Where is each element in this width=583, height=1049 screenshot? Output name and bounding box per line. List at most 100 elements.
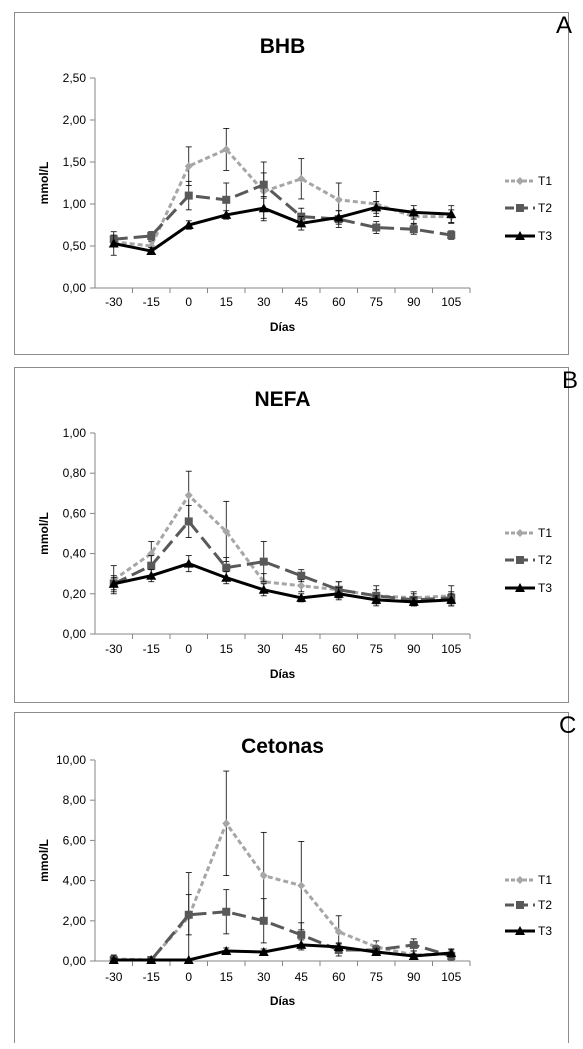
chart-title: Cetonas bbox=[241, 735, 324, 758]
series-t1 bbox=[109, 470, 456, 607]
series-t3 bbox=[108, 939, 457, 964]
y-tick-label: 10,00 bbox=[56, 753, 86, 767]
chart-cetonas: Cetonas 0,00 2,00 4,00 6,00 8,00 10,00 -30 -15 0 1… bbox=[37, 735, 552, 1008]
x-tick-label: 105 bbox=[441, 970, 461, 984]
x-tick-label: 90 bbox=[407, 970, 421, 984]
series-t3 bbox=[108, 555, 457, 607]
series-line bbox=[113, 519, 452, 602]
data-point bbox=[259, 180, 268, 189]
series-line bbox=[113, 182, 452, 241]
x-tick-label: 45 bbox=[295, 642, 309, 656]
data-point bbox=[183, 954, 194, 964]
legend-label: T3 bbox=[538, 924, 552, 938]
data-point bbox=[259, 557, 268, 566]
panel-letter-c: C bbox=[559, 712, 577, 739]
legend-marker bbox=[515, 926, 525, 935]
data-point bbox=[297, 881, 306, 890]
y-tick-label: 2,50 bbox=[63, 71, 87, 85]
y-tick-label: 8,00 bbox=[63, 793, 87, 807]
data-point bbox=[184, 191, 193, 200]
data-point bbox=[258, 203, 269, 213]
y-tick-label: 0,00 bbox=[63, 281, 87, 295]
series-line bbox=[113, 562, 452, 604]
data-point bbox=[146, 954, 157, 964]
y-tick-label: 0,20 bbox=[63, 587, 87, 601]
chart-panel-b: B NEFA 0,00 0,20 0,40 0,60 0,80 1,00 -30 -15 0 15 3… bbox=[14, 367, 578, 703]
x-tick-label: 30 bbox=[257, 295, 271, 309]
data-point bbox=[147, 231, 156, 240]
series-t3 bbox=[108, 197, 457, 256]
chart-title: NEFA bbox=[254, 388, 310, 411]
y-tick-label: 1,00 bbox=[63, 197, 87, 211]
data-point bbox=[222, 527, 231, 536]
x-tick-label: -15 bbox=[143, 295, 161, 309]
y-tick-label: 1,00 bbox=[63, 426, 87, 440]
legend-label: T1 bbox=[538, 174, 552, 188]
x-tick-label: 60 bbox=[332, 970, 346, 984]
series-t2 bbox=[109, 504, 456, 607]
data-point bbox=[108, 238, 119, 248]
data-point bbox=[222, 195, 231, 204]
x-axis-label: Días bbox=[270, 994, 296, 1008]
data-point bbox=[334, 195, 343, 204]
series-t1 bbox=[109, 770, 456, 964]
x-tick-label: -30 bbox=[105, 642, 123, 656]
x-tick-label: 60 bbox=[332, 642, 346, 656]
data-point bbox=[446, 209, 457, 219]
legend-label: T3 bbox=[538, 229, 552, 243]
series-line bbox=[113, 910, 452, 962]
data-point bbox=[146, 570, 157, 580]
panel-letter-b: B bbox=[562, 367, 579, 394]
y-axis-label: mmol/L bbox=[37, 512, 51, 555]
x-tick-label: 45 bbox=[295, 970, 309, 984]
x-tick-label: -15 bbox=[143, 970, 161, 984]
data-point bbox=[221, 572, 232, 582]
y-tick-label: 0,50 bbox=[63, 239, 87, 253]
legend-marker bbox=[516, 901, 524, 909]
data-point bbox=[334, 927, 343, 936]
data-point bbox=[184, 162, 193, 171]
data-point bbox=[259, 916, 268, 925]
data-point bbox=[447, 231, 456, 240]
series-line bbox=[113, 205, 452, 253]
legend-marker bbox=[516, 204, 524, 212]
x-tick-label: 90 bbox=[407, 642, 421, 656]
data-point bbox=[408, 596, 419, 606]
legend-label: T3 bbox=[538, 581, 552, 595]
data-point bbox=[183, 220, 194, 229]
legend-label: T2 bbox=[538, 201, 552, 215]
legend-label: T2 bbox=[538, 553, 552, 567]
data-point bbox=[222, 819, 231, 828]
data-point bbox=[408, 950, 419, 960]
data-point bbox=[297, 581, 306, 590]
panel-letter-a: A bbox=[556, 12, 573, 39]
chart-nefa: NEFA 0,00 0,20 0,40 0,60 0,80 1,00 -30 -15 0 15 30 4… bbox=[37, 388, 552, 681]
x-tick-label: 75 bbox=[370, 970, 384, 984]
legend-label: T1 bbox=[538, 873, 552, 887]
x-axis-label: Días bbox=[270, 667, 296, 681]
y-tick-label: 4,00 bbox=[63, 874, 87, 888]
legend-marker bbox=[515, 231, 525, 240]
data-point bbox=[371, 594, 382, 604]
data-point bbox=[409, 940, 418, 949]
data-point bbox=[222, 563, 231, 572]
data-point bbox=[296, 592, 307, 602]
data-point bbox=[333, 941, 344, 951]
y-axis-label: mmol/L bbox=[37, 839, 51, 882]
y-tick-label: 0,40 bbox=[63, 547, 87, 561]
data-point bbox=[184, 517, 193, 526]
data-point bbox=[221, 945, 232, 955]
data-point bbox=[222, 145, 231, 154]
y-tick-label: 0,80 bbox=[63, 466, 87, 480]
legend-marker bbox=[516, 556, 524, 564]
x-tick-label: -15 bbox=[143, 642, 161, 656]
y-tick-label: 1,50 bbox=[63, 155, 87, 169]
legend-marker bbox=[516, 529, 524, 537]
y-tick-label: 0,00 bbox=[63, 954, 87, 968]
x-tick-label: 105 bbox=[441, 642, 461, 656]
data-point bbox=[297, 930, 306, 939]
data-point bbox=[297, 174, 306, 183]
series-line bbox=[113, 943, 452, 962]
x-tick-label: 75 bbox=[370, 295, 384, 309]
chart-title: BHB bbox=[260, 35, 306, 58]
